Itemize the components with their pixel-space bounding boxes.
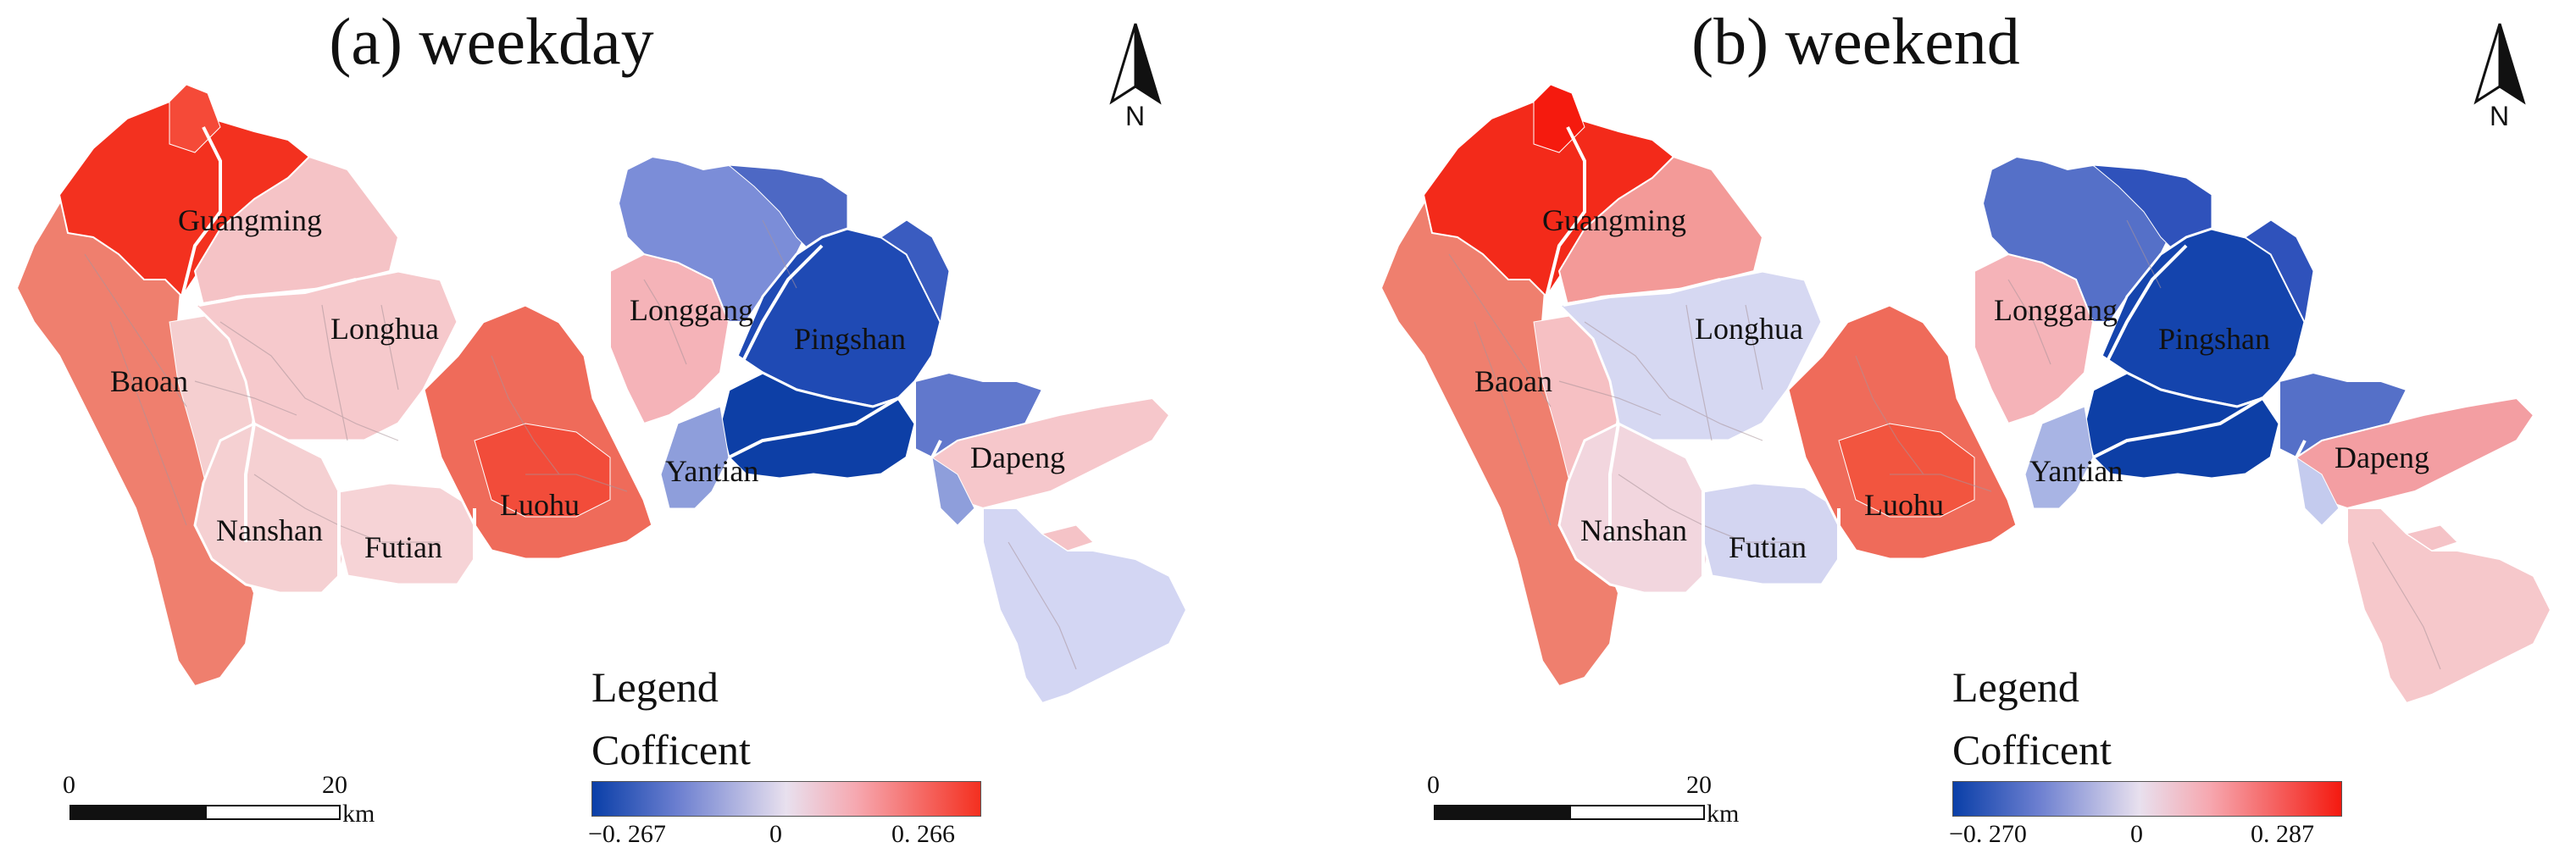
legend-max: 0. 287 [2251,820,2314,848]
map-panel-weekday: (a) weekday [15,4,1188,848]
label-guangming: Guangming [178,203,322,237]
district-futian [337,481,476,586]
panel-title: (b) weekend [1691,4,2020,78]
label-nanshan: Nanshan [216,513,323,547]
district-futian [1702,481,1840,586]
choropleth-map: Guangming Baoan Longhua Nanshan Futian L… [1380,84,2552,705]
scale-max: 20 [322,771,347,799]
district-luohu-inner [474,423,611,518]
legend-max: 0. 266 [891,820,955,848]
panel-title: (a) weekday [329,4,654,78]
district-yantian-west [660,406,730,509]
district-pingshan-east [880,219,950,324]
north-arrow-icon: N [2473,23,2526,127]
scale-zero: 0 [1427,771,1440,799]
label-longhua: Longhua [330,312,439,346]
label-pingshan: Pingshan [794,322,906,356]
label-baoan: Baoan [110,364,188,398]
label-yantian: Yantian [2029,454,2123,488]
label-longgang: Longgang [630,293,753,327]
label-longgang: Longgang [1994,293,2118,327]
legend-min: −0. 270 [1949,820,2027,848]
legend-mid: 0 [769,820,782,848]
district-luohu-inner [1838,423,1975,518]
scale-bar-light [205,805,341,820]
district-yantian [2083,371,2281,480]
north-label: N [2490,101,2509,127]
district-dapeng-islet [2405,524,2458,551]
legend-colorbar [591,781,981,817]
district-boundaries [180,126,942,585]
label-guangming: Guangming [1542,203,1686,237]
scale-unit: km [1707,800,1740,828]
scale-unit: km [342,800,375,828]
legend-min: −0. 267 [588,820,666,848]
label-nanshan: Nanshan [1580,513,1687,547]
label-futian: Futian [364,530,442,564]
district-yantian [719,371,917,480]
map-panel-weekend: (b) weekend [1364,0,2576,859]
north-arrow-icon: N [1109,23,1162,127]
scale-bar-light [1569,805,1705,820]
scale-bar-dark [1434,805,1571,820]
north-label: N [1125,101,1145,127]
scale-zero: 0 [63,771,75,799]
choropleth-map: Guangming Baoan Longhua Nanshan Futian L… [15,84,1188,705]
district-dapeng [2295,396,2535,510]
legend-subtitle: Cofficent [591,726,751,773]
label-baoan: Baoan [1474,364,1552,398]
district-dapeng-islet [1041,524,1094,551]
label-yantian: Yantian [665,454,758,488]
district-nanshan [193,422,349,595]
label-dapeng: Dapeng [2334,441,2429,474]
district-nanshan [1557,422,1713,595]
label-pingshan: Pingshan [2158,322,2270,356]
label-luohu: Luohu [500,488,580,522]
legend-colorbar [1952,781,2342,817]
label-longhua: Longhua [1695,312,1803,346]
legend-title: Legend [1952,663,2079,711]
legend-title: Legend [591,663,719,711]
legend-mid: 0 [2130,820,2143,848]
scale-bar-dark [69,805,207,820]
label-futian: Futian [1729,530,1807,564]
road-network [1448,219,2441,670]
scale-max: 20 [1686,771,1712,799]
district-dapeng-tip [931,456,975,526]
district-yantian-west [2024,406,2094,509]
district-dapeng-tip [2296,456,2340,526]
label-luohu: Luohu [1864,488,1944,522]
label-dapeng: Dapeng [970,441,1065,474]
district-pingshan-east [2245,219,2314,324]
district-boundaries [1545,126,2307,585]
legend-subtitle: Cofficent [1952,726,2112,773]
district-dapeng [930,396,1171,510]
